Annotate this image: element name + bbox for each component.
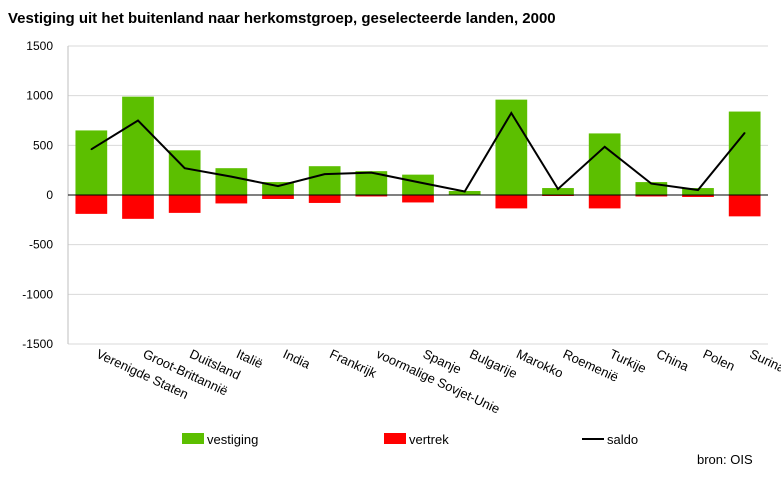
saldo-point (90, 148, 93, 151)
legend: vestiging vertrek saldo (182, 432, 638, 447)
chart-title: Vestiging uit het buitenland naar herkom… (8, 10, 556, 27)
vertrek-bar (635, 195, 668, 197)
vertrek-bar (308, 195, 341, 203)
vestiging-legend-swatch (182, 433, 204, 444)
x-category-label: Bulgarije (467, 346, 519, 381)
y-tick-label: 500 (33, 138, 53, 152)
saldo-line (90, 111, 746, 193)
vestiging-bar (728, 111, 761, 195)
y-tick-label: 1000 (26, 89, 53, 103)
vertrek-bar (588, 195, 621, 209)
y-axis: 1500 1000 500 0 -500 -1000 -1500 (22, 39, 69, 351)
vertrek-bar (402, 195, 434, 203)
source-note: bron: OIS (697, 452, 753, 467)
vertrek-bar (122, 195, 154, 219)
y-tick-label: -1000 (22, 287, 53, 301)
x-category-label: Suriname (747, 346, 781, 383)
y-tick-label: 1500 (26, 39, 53, 53)
saldo-point (557, 188, 559, 190)
vestiging-bar (682, 188, 714, 195)
x-category-label: Marokko (514, 346, 566, 381)
vestiging-bar (75, 130, 108, 195)
saldo-point (697, 189, 699, 191)
vertrek-legend-label: vertrek (409, 432, 449, 447)
saldo-point (650, 182, 653, 185)
saldo-legend-label: saldo (607, 432, 638, 447)
saldo-point (183, 167, 186, 169)
saldo-point (230, 175, 233, 178)
vertrek-bar (75, 195, 108, 214)
vertrek-bar (215, 195, 248, 204)
saldo-point (370, 171, 373, 174)
vestiging-bar (355, 171, 388, 195)
x-category-label: China (654, 346, 692, 374)
saldo-point (417, 181, 419, 183)
grid-lines (68, 45, 768, 345)
saldo-point (510, 112, 513, 114)
y-tick-label: 0 (46, 188, 53, 202)
vertrek-bar (355, 195, 388, 197)
y-tick-label: -1500 (22, 337, 53, 351)
vestiging-bar (215, 168, 248, 195)
y-tick-label: -500 (29, 238, 53, 252)
saldo-point (463, 190, 466, 193)
x-category-label: Polen (701, 346, 737, 374)
saldo-point (137, 119, 139, 122)
vestiging-legend-label: vestiging (207, 432, 258, 447)
saldo-point (603, 146, 606, 148)
vertrek-bar (168, 195, 201, 213)
vestiging-bar (308, 166, 341, 195)
saldo-point (323, 173, 326, 175)
saldo-point (743, 132, 746, 134)
vestiging-bar (448, 191, 481, 195)
bars (75, 96, 761, 219)
vertrek-bar (262, 195, 294, 199)
saldo-point (277, 185, 279, 187)
vertrek-bar (728, 195, 761, 217)
x-category-label: India (281, 346, 314, 372)
vertrek-bar (495, 195, 528, 209)
vestiging-bar (588, 133, 621, 195)
vertrek-bar (682, 195, 714, 197)
vestiging-bar (122, 96, 154, 195)
x-category-label: Frankrijk (327, 346, 379, 381)
vertrek-legend-swatch (384, 433, 406, 444)
vestiging-bar (495, 99, 528, 195)
vestiging-bar (542, 188, 574, 195)
x-axis-categories: Verenigde StatenGroot-BrittanniëDuitslan… (94, 346, 781, 416)
